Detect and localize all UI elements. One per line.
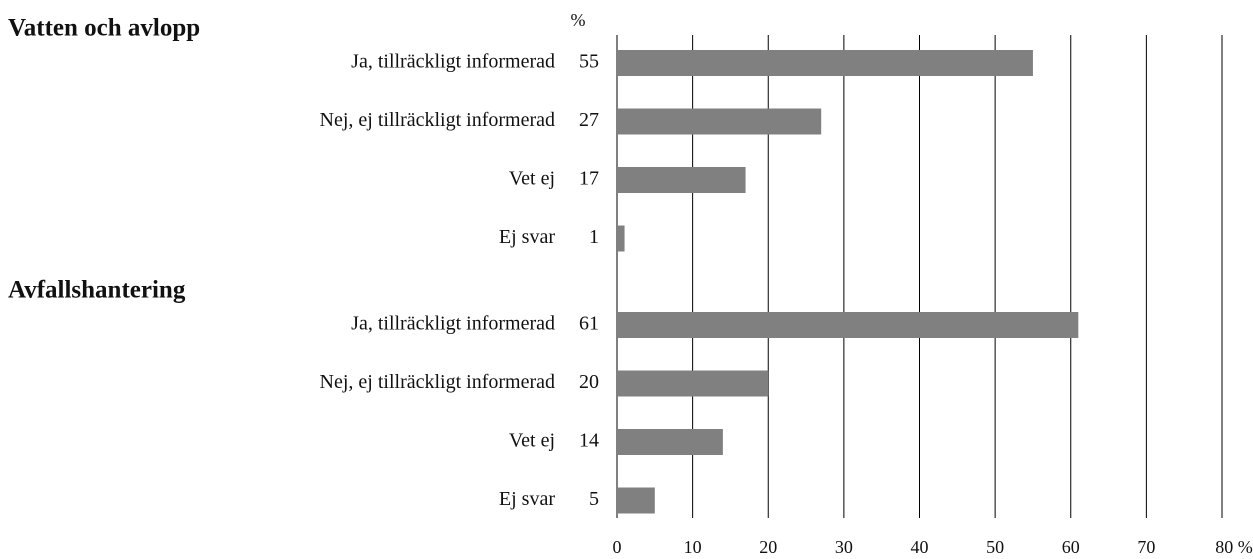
- bar: [617, 108, 822, 135]
- bar: [617, 312, 1079, 338]
- value-column-header: %: [571, 10, 586, 30]
- x-tick-label: 50: [986, 537, 1004, 557]
- value-label: 5: [589, 488, 599, 510]
- value-label: 17: [579, 168, 599, 190]
- category-label: Nej, ej tillräckligt informerad: [320, 371, 555, 393]
- value-label: 20: [579, 371, 599, 393]
- x-tick-label: 20: [759, 537, 777, 557]
- category-label: Ej svar: [499, 488, 555, 510]
- x-tick-label: 40: [911, 537, 929, 557]
- category-label: Vet ej: [509, 168, 555, 190]
- value-label: 1: [589, 226, 599, 248]
- value-label: 27: [579, 109, 599, 131]
- bar: [617, 167, 746, 193]
- value-label: 55: [579, 51, 599, 73]
- x-tick-label: 60: [1062, 537, 1080, 557]
- bar: [617, 225, 625, 252]
- category-label: Nej, ej tillräckligt informerad: [320, 109, 555, 131]
- x-tick-label: 80 %: [1215, 537, 1253, 557]
- x-tick-label: 30: [835, 537, 853, 557]
- group-title: Vatten och avlopp: [8, 15, 200, 42]
- category-label: Ej svar: [499, 226, 555, 248]
- value-label: 14: [579, 430, 599, 452]
- bar: [617, 370, 769, 397]
- value-label: 61: [579, 313, 599, 335]
- x-tick-label: 10: [684, 537, 702, 557]
- category-label: Vet ej: [509, 430, 555, 452]
- bar: [617, 429, 723, 455]
- category-label: Ja, tillräckligt informerad: [351, 313, 555, 335]
- bar: [617, 50, 1033, 76]
- x-tick-label: 0: [613, 537, 622, 557]
- category-label: Ja, tillräckligt informerad: [351, 51, 555, 73]
- group-title: Avfallshantering: [8, 277, 186, 304]
- bar: [617, 487, 655, 514]
- x-tick-label: 70: [1137, 537, 1155, 557]
